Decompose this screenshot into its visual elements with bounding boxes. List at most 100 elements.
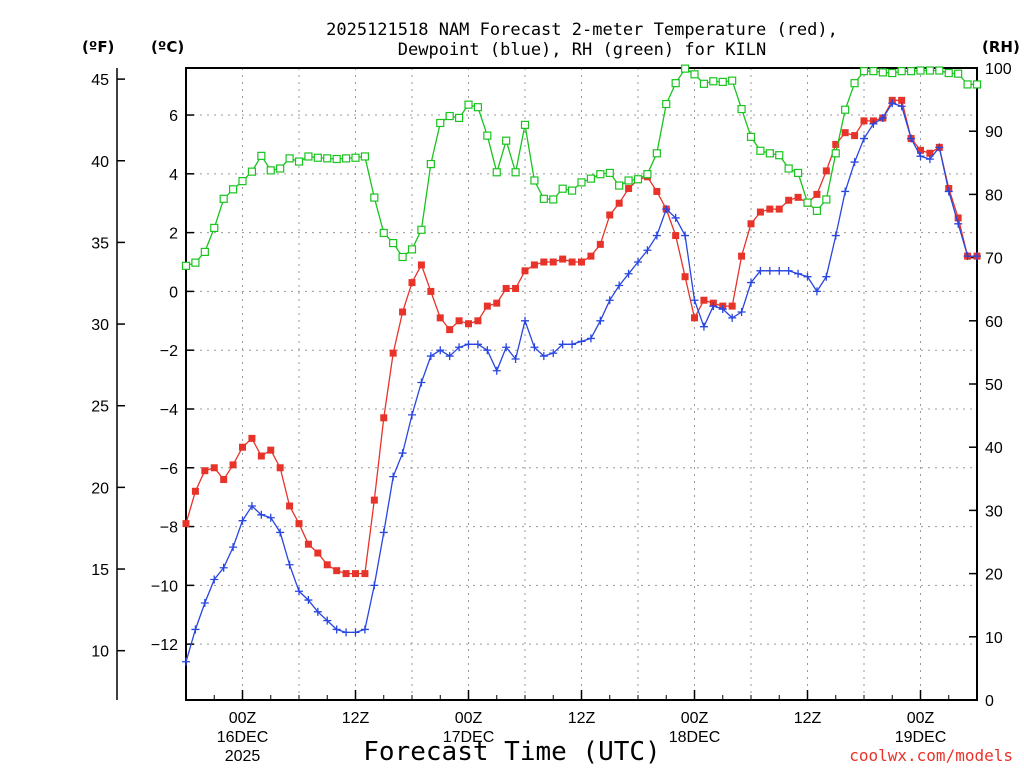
x-tick-label: 12Z (342, 710, 370, 727)
rh-point (257, 151, 266, 160)
rh-point (210, 223, 219, 232)
dewpoint-point (191, 625, 200, 634)
temperature-point (210, 464, 218, 472)
dewpoint-point (323, 616, 332, 625)
fahrenheit-tick-label: 45 (91, 72, 109, 89)
dewpoint-point (860, 134, 868, 143)
dewpoint-point (389, 472, 398, 481)
x-tick-date: 19DEC (895, 729, 947, 746)
celsius-tick-label: −10 (151, 578, 178, 595)
temperature-point (917, 146, 924, 154)
dewpoint-point (624, 269, 633, 278)
rh-point (624, 176, 633, 185)
temperature-point (615, 199, 623, 207)
temperature-point (304, 540, 312, 548)
rh-point (671, 79, 680, 88)
temperature-point (352, 570, 359, 578)
temperature-point (248, 434, 256, 442)
dewpoint-point (351, 628, 360, 637)
rh-point (699, 79, 709, 88)
temperature-point (455, 317, 463, 325)
temperature-point (775, 205, 783, 213)
dewpoint-point (417, 378, 426, 387)
rh-point (577, 178, 586, 187)
celsius-tick-label: −2 (160, 343, 178, 360)
dewpoint-point (681, 231, 690, 240)
dewpoint-point (596, 316, 605, 325)
temperature-point (606, 211, 614, 219)
rh-point (972, 80, 982, 89)
fahrenheit-tick-label: 20 (91, 480, 109, 497)
rh-point (586, 174, 596, 183)
dewpoint-point (511, 355, 520, 364)
temperature-point (201, 467, 209, 475)
rh-point (464, 100, 473, 109)
rh-point (812, 206, 822, 215)
dewpoint-point (276, 528, 285, 537)
grid-lines (186, 68, 977, 700)
rh-point (558, 184, 567, 193)
dewpoint-point (756, 266, 765, 275)
rh-point (596, 170, 605, 179)
rh-point (360, 152, 370, 161)
temperature-point (559, 255, 567, 263)
x-tick-label: 00Z (229, 710, 257, 727)
dewpoint-point (718, 305, 727, 314)
rh-point (351, 153, 360, 162)
dewpoint-point (728, 313, 737, 322)
chart-title-line2: Dewpoint (blue), RH (green) for KILN (398, 40, 766, 60)
rh-point (191, 258, 200, 267)
temperature-point (370, 496, 378, 504)
x-tick-label: 12Z (568, 710, 596, 727)
temperature-point (738, 252, 746, 260)
rh-point (718, 77, 727, 87)
rh-tick-label: 10 (985, 630, 1003, 647)
dewpoint-point (210, 575, 219, 584)
rh-point (643, 170, 652, 179)
temperature-point (832, 140, 840, 148)
x-tick-date: 18DEC (669, 729, 721, 746)
dewpoint-point (973, 252, 981, 261)
rh-tick-label: 90 (985, 124, 1003, 141)
dewpoint-point (370, 581, 379, 590)
rh-point (869, 67, 878, 76)
temperature-point (257, 452, 265, 460)
temperature-point (483, 302, 491, 310)
rh-point (549, 195, 558, 204)
tick-labels: −12−10−8−6−4−202461015202530354045010203… (91, 61, 1012, 765)
dewpoint-point (295, 587, 303, 596)
rh-point (436, 118, 445, 128)
temperature-point (342, 570, 350, 578)
rh-point (954, 69, 963, 78)
celsius-tick-label: −6 (160, 461, 178, 478)
celsius-tick-label: 4 (169, 167, 178, 184)
dewpoint-point (765, 266, 774, 275)
temperature-point (446, 326, 454, 334)
rh-tick-label: 30 (985, 503, 1003, 520)
dewpoint-point (690, 296, 699, 305)
dewpoint-point (492, 366, 501, 375)
dewpoint-point (954, 219, 963, 228)
x-tick-date: 16DEC (217, 729, 269, 746)
temperature-point (380, 414, 388, 422)
rh-point (728, 76, 737, 85)
celsius-unit-label: (ºC) (151, 38, 184, 56)
rh-point (784, 164, 793, 173)
celsius-tick-label: 0 (169, 284, 178, 301)
dewpoint-point (671, 213, 680, 222)
temperature-point (295, 520, 303, 528)
fahrenheit-tick-label: 40 (91, 154, 109, 171)
temperature-point (691, 314, 698, 322)
rh-tick-label: 40 (985, 440, 1003, 457)
dewpoint-point (888, 99, 897, 108)
temperature-point (521, 267, 529, 275)
temperature-point (408, 279, 416, 287)
chart-title-line1: 2025121518 NAM Forecast 2-meter Temperat… (326, 20, 838, 40)
dewpoint-point (916, 152, 925, 161)
dewpoint-point (784, 266, 793, 275)
rh-point (765, 149, 774, 158)
temperature-point (728, 302, 736, 310)
rh-tick-label: 100 (985, 61, 1012, 78)
temperature-point (220, 476, 228, 484)
temperature-point (747, 220, 755, 228)
